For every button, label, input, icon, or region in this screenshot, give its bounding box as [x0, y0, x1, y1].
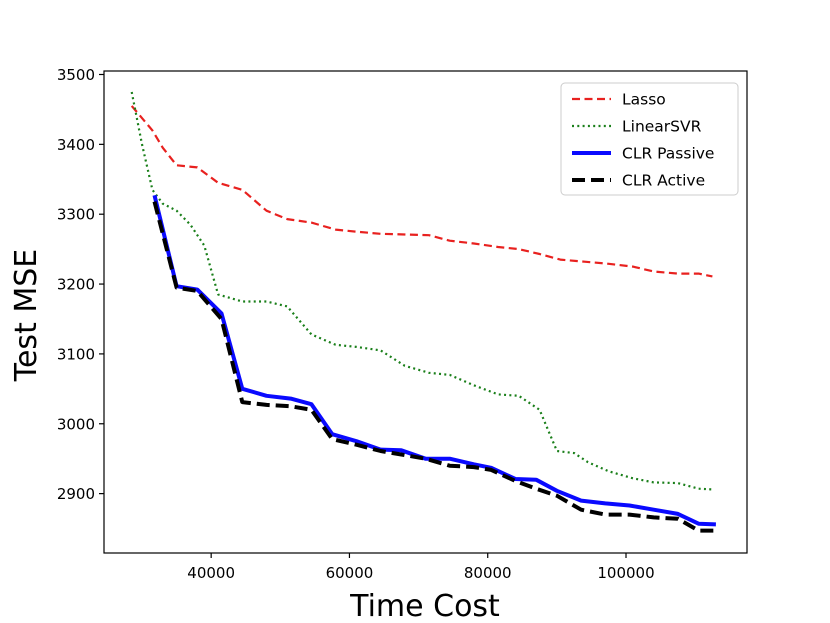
legend-label-clr-passive: CLR Passive — [622, 145, 714, 163]
ticks-layer: 40000 60000 80000 100000 2900 3000 3100 3200 330… — [57, 66, 655, 582]
legend-box — [560, 82, 739, 196]
legend-label-lasso: Lasso — [622, 91, 666, 109]
legend-label-clr-active: CLR Active — [622, 172, 705, 190]
x-tick-label: 60000 — [326, 564, 374, 582]
legend: Lasso LinearSVR CLR Passive CLR Active — [560, 82, 739, 196]
y-tick-label: 2900 — [57, 485, 95, 503]
series-line-clr-active — [152, 201, 716, 533]
y-axis-title: Test MSE — [9, 249, 44, 383]
y-tick-label: 3500 — [57, 66, 95, 84]
series-line-linearsvr — [130, 91, 713, 491]
y-tick-label: 3000 — [57, 415, 95, 433]
x-tick-label: 40000 — [187, 564, 235, 582]
y-tick-label: 3200 — [57, 276, 95, 294]
series-line-clr-passive — [152, 194, 716, 527]
legend-label-linearsvr: LinearSVR — [622, 118, 702, 136]
series-layer — [130, 91, 716, 533]
y-tick-label: 3100 — [57, 345, 95, 363]
x-tick-label: 100000 — [597, 564, 654, 582]
plot-frame — [103, 70, 748, 554]
series-line-lasso — [130, 105, 713, 278]
x-axis-title: Time Cost — [349, 589, 500, 623]
x-tick-label: 80000 — [464, 564, 512, 582]
y-tick-label: 3400 — [57, 136, 95, 154]
y-tick-label: 3300 — [57, 206, 95, 224]
legend-items: Lasso LinearSVR CLR Passive CLR Active — [572, 91, 714, 190]
